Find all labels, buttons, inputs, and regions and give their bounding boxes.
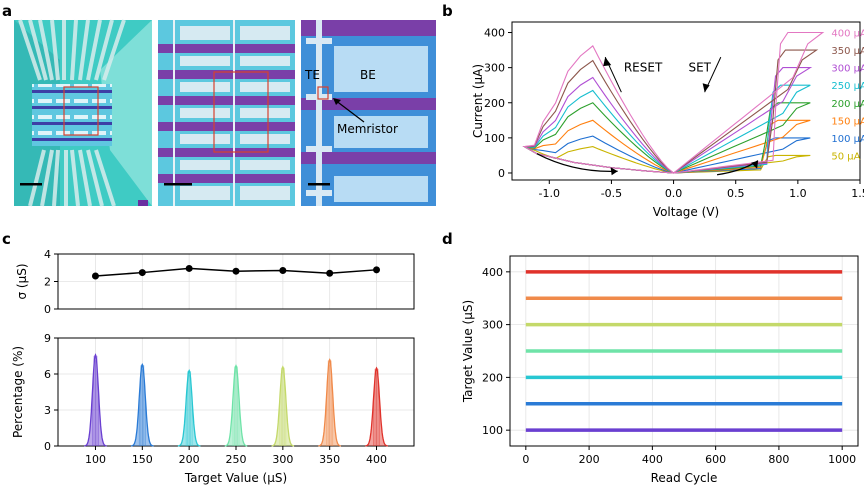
y-axis-label: σ (μS) xyxy=(15,263,29,299)
iv-curve-300 xyxy=(522,67,813,174)
sigma-point xyxy=(232,267,240,275)
panel-letter-b: b xyxy=(442,2,453,20)
distribution-chart: 100 150 200 250 300 350 400 0 3 6 9 Target Value (μ… xyxy=(11,332,415,485)
be-label: BE xyxy=(360,68,376,82)
distribution-curve-250 xyxy=(224,364,248,447)
distribution-curve-400 xyxy=(365,366,388,447)
legend-entry: 200 μA xyxy=(831,99,864,110)
set-label: SET xyxy=(688,61,711,75)
x-tick-label: 100 xyxy=(85,453,106,466)
legend-entry: 300 μA xyxy=(831,64,864,75)
iv-curve-200 xyxy=(524,102,811,174)
y-axis-label: Target Value (μS) xyxy=(461,300,475,403)
distribution-curve-200 xyxy=(177,368,201,447)
y-tick-label: 3 xyxy=(44,404,51,417)
x-axis-label: Target Value (μS) xyxy=(184,471,287,485)
x-tick-label: 0.5 xyxy=(727,187,745,200)
sigma-point xyxy=(373,266,381,274)
x-tick-label: 1.0 xyxy=(789,187,807,200)
sigma-point xyxy=(185,264,193,272)
reset-label: RESET xyxy=(624,61,663,75)
sweep-arrow-left xyxy=(536,153,618,172)
sigma-chart: 0 2 4 σ (μS) xyxy=(15,248,415,316)
y-tick-label: 200 xyxy=(484,97,505,110)
legend-entry: 150 μA xyxy=(831,116,864,127)
legend-entry: 350 μA xyxy=(831,46,864,57)
panel-letter-a: a xyxy=(2,2,12,20)
x-tick-label: -0.5 xyxy=(601,187,622,200)
y-tick-label: 400 xyxy=(482,266,503,279)
iv-chart: -1.0 -0.5 0.0 0.5 1.0 1.5 0 100 200 300 400 Voltage… xyxy=(471,21,864,219)
sigma-point xyxy=(279,267,287,274)
plot-frame xyxy=(509,255,859,447)
y-tick-label: 0 xyxy=(498,167,505,180)
scale-bar xyxy=(164,183,192,186)
sweep-arrow-right-head xyxy=(751,160,759,169)
scale-bar xyxy=(20,183,42,186)
sweep-arrow-left-head xyxy=(610,167,618,176)
sigma-point xyxy=(91,272,99,280)
x-tick-label: 150 xyxy=(132,453,153,466)
micrograph-overview xyxy=(14,19,152,207)
legend-entry: 400 μA xyxy=(831,29,864,40)
retention-chart: 0 200 400 600 800 1000 100 200 300 400 Read Cycle T… xyxy=(461,255,859,485)
iv-curve-150 xyxy=(524,119,811,174)
y-tick-label: 300 xyxy=(482,319,503,332)
iv-curve-400 xyxy=(522,31,825,174)
panel-letter-c: c xyxy=(2,230,11,248)
x-axis-label: Voltage (V) xyxy=(653,205,719,219)
plot-frame xyxy=(511,21,861,181)
iv-curve-100 xyxy=(524,135,811,174)
y-axis-label: Current (μA) xyxy=(471,64,485,138)
x-tick-label: 0.0 xyxy=(665,187,683,200)
panel-letter-d: d xyxy=(442,230,453,248)
y-tick-label: 100 xyxy=(482,424,503,437)
legend-entry: 250 μA xyxy=(831,81,864,92)
x-tick-label: 400 xyxy=(366,453,387,466)
x-tick-label: 600 xyxy=(705,453,726,466)
iv-curve-250 xyxy=(524,84,811,174)
legend-entry: 50 μA xyxy=(831,151,860,162)
micrograph-device: TE BE Memristor xyxy=(301,20,436,206)
te-label: TE xyxy=(304,68,320,82)
iv-curve-350 xyxy=(522,49,819,174)
y-tick-label: 400 xyxy=(484,27,505,40)
scale-bar xyxy=(308,183,330,186)
y-tick-label: 0 xyxy=(44,440,51,453)
distribution-curve-100 xyxy=(84,353,107,447)
y-tick-label: 2 xyxy=(44,276,51,289)
y-tick-label: 0 xyxy=(44,303,51,316)
micrograph-array xyxy=(158,20,295,206)
y-tick-label: 100 xyxy=(484,132,505,145)
set-arrow-head xyxy=(702,83,710,93)
x-tick-label: 1.5 xyxy=(851,187,864,200)
x-tick-label: -1.0 xyxy=(539,187,560,200)
y-tick-label: 9 xyxy=(44,332,51,345)
y-tick-label: 4 xyxy=(44,248,51,261)
distribution-curve-300 xyxy=(271,365,295,447)
x-tick-label: 1000 xyxy=(828,453,856,466)
x-tick-label: 250 xyxy=(226,453,247,466)
y-tick-label: 200 xyxy=(482,371,503,384)
y-axis-label: Percentage (%) xyxy=(11,346,25,438)
legend-entry: 100 μA xyxy=(831,134,864,145)
x-tick-label: 800 xyxy=(768,453,789,466)
x-tick-label: 200 xyxy=(579,453,600,466)
x-tick-label: 350 xyxy=(319,453,340,466)
sigma-point xyxy=(138,269,146,277)
x-tick-label: 400 xyxy=(642,453,663,466)
distribution-curve-150 xyxy=(131,362,154,447)
reset-arrow-head xyxy=(603,57,612,67)
memristor-label: Memristor xyxy=(337,122,398,136)
y-tick-label: 300 xyxy=(484,62,505,75)
x-axis-label: Read Cycle xyxy=(651,471,718,485)
y-tick-label: 6 xyxy=(44,368,51,381)
distribution-curve-350 xyxy=(318,358,341,447)
x-tick-label: 200 xyxy=(179,453,200,466)
sigma-point xyxy=(326,269,334,277)
x-tick-label: 300 xyxy=(272,453,293,466)
x-tick-label: 0 xyxy=(522,453,529,466)
